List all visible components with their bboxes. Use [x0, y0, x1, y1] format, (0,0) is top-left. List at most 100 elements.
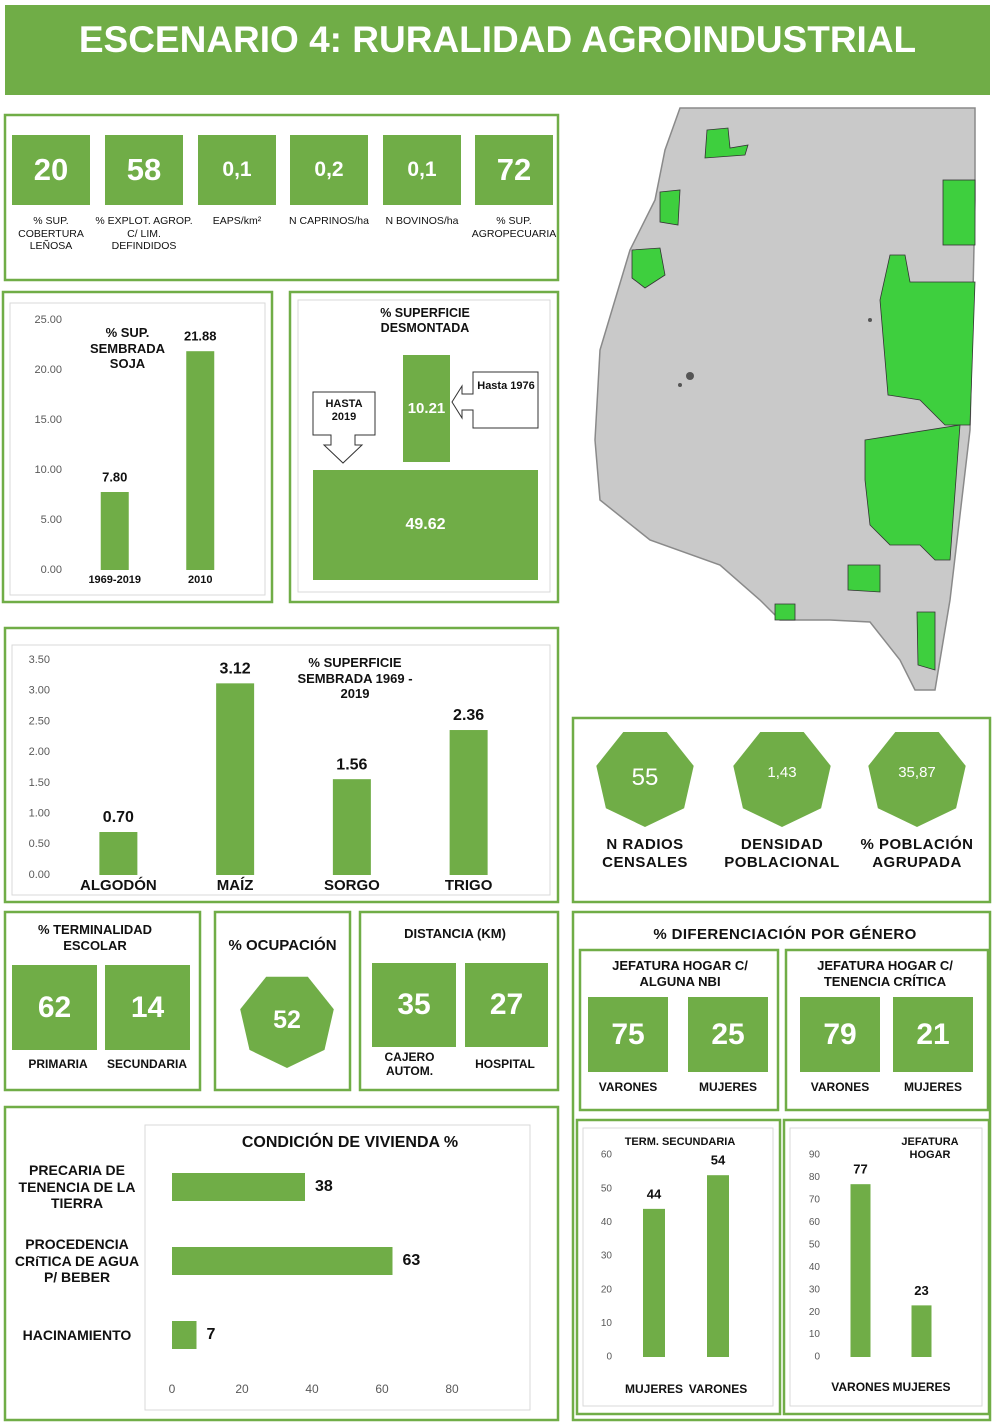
- indicator-label: % SUP. COBERTURA LEÑOSA: [18, 215, 84, 253]
- indicator-label: N CAPRINOS/ha: [289, 215, 369, 227]
- indicator-value: 0,1: [198, 135, 276, 205]
- chart-title: TERM. SECUNDARIA: [624, 1136, 736, 1148]
- panel: [578, 948, 780, 1112]
- y-tick-label: 3.50: [29, 654, 50, 666]
- kpi-label: VARONES: [598, 1080, 658, 1094]
- y-tick-label: 20: [601, 1284, 613, 1295]
- group-title: JEFATURA HOGAR C/ ALGUNA NBI: [612, 958, 748, 989]
- kpi-value: 35,87: [898, 764, 936, 781]
- panel-title: DISTANCIA (KM): [404, 926, 506, 941]
- y-tick-label: 90: [809, 1150, 821, 1161]
- panel: [571, 716, 992, 904]
- kpi-label: SECUNDARIA: [106, 1057, 187, 1071]
- data-label: 7: [207, 1326, 216, 1343]
- y-tick-label: 2.50: [29, 715, 50, 727]
- callout-label: HASTA 2019: [325, 398, 363, 424]
- bar: [850, 1184, 871, 1357]
- x-tick-label: 60: [375, 1382, 389, 1396]
- bar: [216, 683, 255, 875]
- indicator-value: 0,1: [383, 135, 461, 205]
- panel: [3, 910, 202, 1092]
- bar: [172, 1321, 197, 1349]
- panel: [358, 910, 560, 1092]
- y-tick-label: 10: [809, 1329, 821, 1340]
- page-title: ESCENARIO 4: RURALIDAD AGROINDUSTRIAL: [78, 19, 917, 60]
- y-tick-label: 20: [809, 1307, 821, 1318]
- indicator-value: 58: [105, 135, 183, 205]
- panel: [213, 910, 352, 1092]
- kpi-label: PRIMARIA: [28, 1057, 88, 1071]
- x-tick-label: TRIGO: [445, 877, 493, 894]
- y-tick-label: 1.00: [29, 807, 50, 819]
- panel: [575, 1118, 782, 1416]
- kpi-value: 52: [273, 1006, 301, 1034]
- y-tick-label: 0.00: [29, 869, 50, 881]
- panel: [1, 290, 274, 604]
- data-label: 0.70: [103, 809, 134, 826]
- data-label: 38: [315, 1178, 333, 1195]
- plot-area: [789, 1127, 983, 1407]
- kpi-box: 25: [688, 997, 768, 1072]
- callout-label: Hasta 1976: [477, 380, 535, 392]
- desmonte-value: 49.62: [313, 470, 538, 580]
- kpi-box: 21: [893, 997, 973, 1072]
- y-tick-label: 0.50: [29, 838, 50, 850]
- callout: [312, 391, 376, 464]
- group-title: JEFATURA HOGAR C/ TENENCIA CRÍTICA: [817, 958, 953, 989]
- kpi-label: DENSIDAD POBLACIONAL: [724, 836, 840, 871]
- kpi-label: N RADIOS CENSALES: [602, 836, 688, 871]
- y-tick-label: 40: [601, 1217, 613, 1228]
- map: [594, 107, 976, 691]
- plot-area: [9, 302, 266, 596]
- data-label: 54: [711, 1153, 726, 1168]
- x-tick-label: 2010: [188, 574, 212, 586]
- panel: [784, 948, 990, 1112]
- heptagon: [733, 732, 831, 827]
- y-tick-label: 10: [601, 1318, 613, 1329]
- y-tick-label: 2.00: [29, 746, 50, 758]
- kpi-value: 1,43: [767, 764, 797, 781]
- bar: [643, 1208, 665, 1357]
- x-tick-label: VARONES: [831, 1380, 889, 1394]
- y-tick-label: 0: [814, 1352, 820, 1363]
- panel: [3, 113, 560, 282]
- panel-title: % DIFERENCIACIÓN POR GÉNERO: [653, 926, 917, 943]
- x-tick-label: MAÍZ: [217, 877, 254, 894]
- chart-title: % SUP. SEMBRADA SOJA: [89, 325, 166, 372]
- y-tick-label: 30: [601, 1251, 613, 1262]
- kpi-box: 35: [372, 963, 456, 1047]
- x-tick-label: 1969-2019: [88, 574, 141, 586]
- y-tick-label: 40: [809, 1262, 821, 1273]
- kpi-label: VARONES: [810, 1080, 870, 1094]
- y-tick-label: 1.50: [29, 777, 50, 789]
- y-tick-label: 15.00: [34, 414, 62, 426]
- kpi-box: 27: [465, 963, 548, 1047]
- bar: [99, 832, 138, 875]
- bar: [172, 1247, 393, 1275]
- x-tick-label: 40: [305, 1382, 319, 1396]
- x-tick-label: ALGODÓN: [80, 876, 157, 894]
- bar: [100, 492, 129, 570]
- y-tick-label: 50: [601, 1183, 613, 1194]
- y-tick-label: 30: [809, 1284, 821, 1295]
- x-tick-label: MUJERES: [892, 1380, 950, 1394]
- data-label: 7.80: [102, 469, 127, 484]
- chart-title: CONDICIÓN DE VIVIENDA %: [241, 1134, 459, 1151]
- indicator-label: N BOVINOS/ha: [385, 215, 459, 227]
- desmonte-value: 10.21: [403, 355, 450, 462]
- panel: [3, 626, 560, 904]
- bar: [449, 730, 488, 875]
- chart-title: % SUPERFICIE SEMBRADA 1969 - 2019: [297, 655, 413, 702]
- kpi-label: CAJERO AUTOM.: [384, 1050, 435, 1079]
- callout: [451, 371, 539, 429]
- indicator-label: % SUP. AGROPECUARIA: [471, 215, 557, 240]
- heptagon: [240, 976, 334, 1068]
- kpi-box: 75: [588, 997, 668, 1072]
- kpi-value: 55: [631, 764, 659, 791]
- indicator-value: 0,2: [290, 135, 368, 205]
- heptagon: [868, 732, 966, 827]
- data-label: 2.36: [453, 707, 484, 724]
- y-tick-label: 50: [809, 1239, 821, 1250]
